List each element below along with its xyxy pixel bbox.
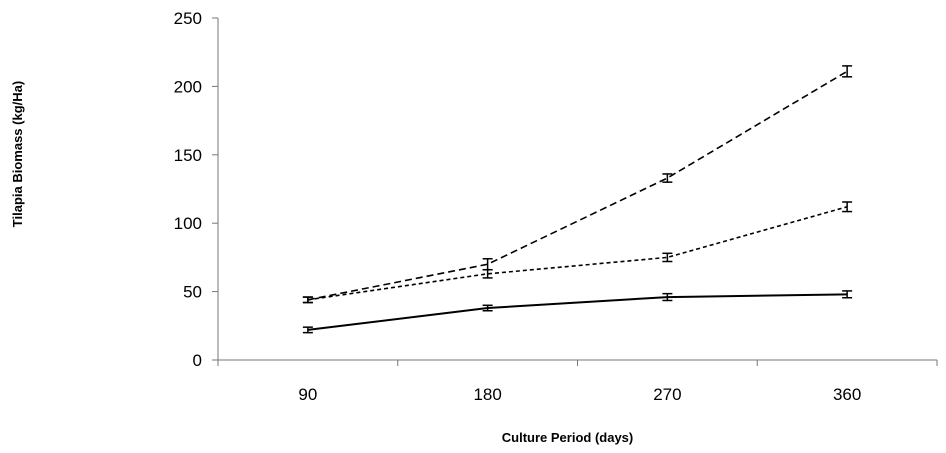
error-bar xyxy=(302,296,313,304)
error-bar xyxy=(482,304,493,312)
series-short-dash xyxy=(302,201,853,304)
y-tick-label: 50 xyxy=(183,283,202,302)
x-axis-ticks: 90 180 270 360 xyxy=(217,360,938,404)
axes xyxy=(217,18,937,361)
x-tick-label: 270 xyxy=(653,385,681,404)
x-tick-label: 360 xyxy=(833,385,861,404)
series-solid xyxy=(302,290,853,334)
x-tick-label: 180 xyxy=(473,385,501,404)
y-tick-label: 250 xyxy=(174,9,202,28)
error-bar xyxy=(842,201,853,213)
error-bar xyxy=(662,292,673,302)
y-axis-ticks: 0 50 100 150 200 250 xyxy=(174,9,218,370)
series-line xyxy=(307,206,848,301)
series-long-dash xyxy=(302,65,853,304)
series-line xyxy=(307,293,848,331)
error-bar xyxy=(842,65,853,78)
x-axis-title: Culture Period (days) xyxy=(502,430,633,445)
y-tick-label: 200 xyxy=(174,77,202,96)
y-axis-title: Tilapia Biomass (kg/Ha) xyxy=(10,81,25,227)
error-bar xyxy=(302,326,313,334)
series-layer xyxy=(302,65,853,334)
x-tick-label: 90 xyxy=(298,385,317,404)
error-bar xyxy=(662,173,673,183)
error-bar xyxy=(662,252,673,263)
series-line xyxy=(307,70,848,301)
error-bar xyxy=(482,258,493,271)
error-bar xyxy=(842,290,853,299)
y-tick-label: 150 xyxy=(174,146,202,165)
y-tick-label: 100 xyxy=(174,214,202,233)
y-tick-label: 0 xyxy=(193,351,202,370)
